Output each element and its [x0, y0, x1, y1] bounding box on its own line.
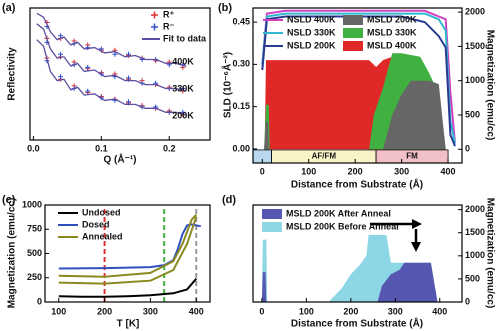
legend-label: Dosed [82, 219, 110, 229]
legend-label: Annealed [82, 231, 123, 241]
legend-swatch [262, 222, 282, 232]
line [58, 214, 198, 285]
y2-tick-label: 1500 [465, 41, 485, 51]
legend-swatch [343, 28, 363, 38]
line [261, 15, 456, 147]
legend-label: R⁻ [163, 21, 174, 31]
legend-label: MSLD 400K [367, 40, 417, 50]
panel-label: (b) [218, 2, 232, 14]
x-axis-label: Distance from Substrate (Å) [291, 178, 423, 191]
y2-tick-label: 0 [465, 144, 470, 154]
legend-label: R⁺ [163, 9, 174, 19]
legend-label: NSLD 400K [287, 14, 336, 24]
x-tick-label: 0.2 [163, 143, 176, 153]
legend-swatch [151, 23, 158, 31]
x-axis-label: Distance from Substrate (Å) [291, 317, 423, 330]
y-tick-label: 0 [37, 296, 42, 306]
panel-label: (a) [2, 2, 16, 14]
y2-tick-label: 1000 [465, 75, 485, 85]
arrow-head [412, 219, 422, 229]
frame [29, 7, 211, 141]
x-tick-label: 400 [189, 306, 204, 316]
y-tick-label: 0.30 [232, 59, 250, 69]
line [58, 278, 198, 298]
legend-swatch [343, 15, 363, 25]
y-tick-label: 0.45 [232, 16, 250, 26]
x-tick-label: 400 [441, 166, 456, 176]
point [125, 99, 131, 105]
point [85, 64, 91, 70]
legend-label: Fit to data [163, 33, 207, 43]
panel-label: (c) [2, 194, 16, 206]
x-axis-label: T [K] [117, 319, 140, 330]
x-axis-label: Q (Å⁻¹) [103, 153, 136, 166]
x-tick-label: 200 [348, 166, 363, 176]
arrow-head [411, 242, 421, 252]
y-tick-label: 250 [27, 272, 42, 282]
y2-axis-label: Magnetization (emu/cc) [484, 30, 495, 141]
y2-tick-label: 500 [465, 109, 480, 119]
y-tick-label: 0.00 [232, 143, 250, 153]
x-tick-label: 300 [388, 306, 403, 316]
region-label: FM [406, 152, 418, 161]
legend-swatch [262, 209, 282, 219]
x-tick-label: 400 [432, 306, 447, 316]
region-label: AF/FM [312, 152, 337, 161]
x-tick-label: 100 [299, 306, 314, 316]
y-tick-label: 750 [27, 224, 42, 234]
y2-tick-label: 1000 [465, 250, 485, 260]
x-tick-label: 200 [343, 306, 358, 316]
y2-tick-label: 0 [465, 296, 470, 306]
x-tick-label: 0 [259, 306, 264, 316]
y-tick-label: 0.15 [232, 101, 250, 111]
x-tick-label: 100 [51, 306, 66, 316]
legend-swatch [343, 41, 363, 51]
x-tick-label: 0.0 [27, 143, 40, 153]
x-tick-label: 200 [97, 306, 112, 316]
y-tick-label: 500 [27, 248, 42, 258]
legend-label: NSLD 330K [287, 27, 336, 37]
plot-area [45, 205, 210, 302]
x-tick-label: 300 [143, 306, 158, 316]
area [261, 262, 438, 302]
legend-label: Undosed [82, 207, 121, 217]
panel-label: (d) [222, 194, 236, 206]
frame [252, 7, 463, 164]
x-tick-label: 0 [260, 166, 265, 176]
y-axis-label: Magnetization (emu/cc) [7, 198, 18, 309]
point [58, 51, 64, 57]
point [85, 88, 91, 94]
x-tick-label: 300 [394, 166, 409, 176]
point [58, 33, 64, 39]
y-tick-label: 1000 [22, 199, 42, 209]
frame [252, 204, 463, 303]
point [58, 74, 64, 80]
point [112, 51, 118, 57]
y-axis-label: Reflectivity [7, 47, 18, 101]
x-tick-label: 0.1 [95, 143, 108, 153]
plot-area [30, 8, 210, 140]
x-tick-label: 100 [301, 166, 316, 176]
legend-swatch [151, 11, 158, 19]
y2-axis-label: Magnetization (emu/cc) [484, 198, 495, 309]
y2-tick-label: 500 [465, 273, 480, 283]
y2-tick-label: 1500 [465, 227, 485, 237]
y-axis-label: SLD (10⁻⁶Å⁻²) [221, 52, 234, 118]
annotation: 330K [172, 83, 194, 93]
area [262, 80, 446, 150]
legend-label: NSLD 200K [287, 40, 336, 50]
legend-label: MSLD 200K Before Anneal [286, 221, 399, 231]
legend-label: MSLD 330K [367, 27, 417, 37]
legend-label: MSLD 200K After Anneal [286, 208, 391, 218]
y2-tick-label: 2000 [465, 6, 485, 16]
point [125, 75, 131, 81]
annotation: 400K [172, 56, 194, 66]
line [36, 12, 187, 116]
y2-tick-label: 2000 [465, 204, 485, 214]
annotation: 200K [172, 110, 194, 120]
legend-label: MSLD 200K [367, 14, 417, 24]
arrows [370, 219, 422, 252]
